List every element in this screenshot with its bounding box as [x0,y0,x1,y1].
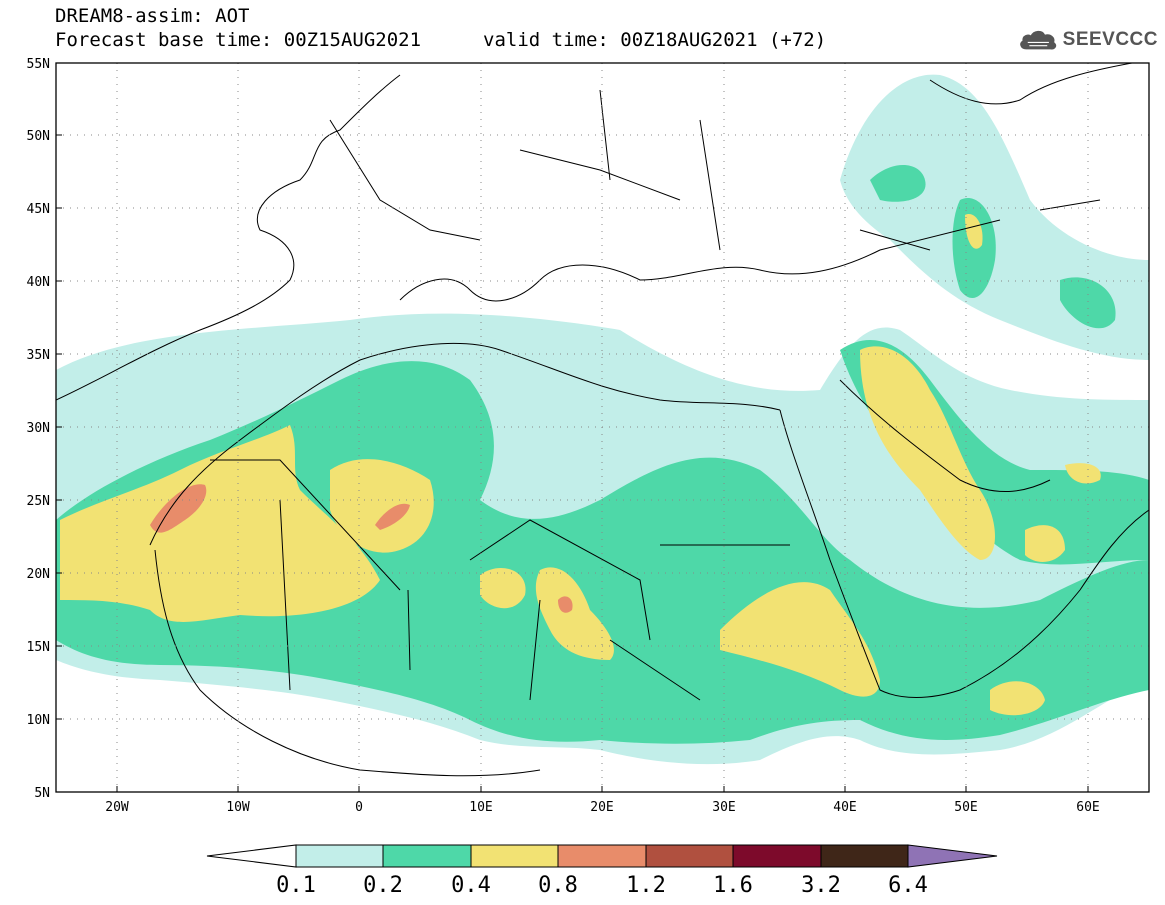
lon-label: 20E [590,800,613,815]
colorbar-label: 0.4 [451,873,491,898]
colorbar-label: 1.2 [626,873,666,898]
colorbar-label: 1.6 [713,873,753,898]
colorbar-label: 6.4 [888,873,928,898]
logo-text: SEEVCCC [1062,29,1158,50]
graticule [56,63,1149,792]
lat-label: 15N [27,640,50,655]
colorbar-segment [470,844,559,868]
lat-label: 45N [27,202,50,217]
colorbar-segment [557,844,647,868]
colorbar-low-arrow [206,844,297,868]
lon-label: 10E [469,800,492,815]
lat-label: 55N [27,57,50,72]
aot-band-0.8 [150,484,573,613]
colorbar-segment [732,844,822,868]
colorbar-label: 0.2 [363,873,403,898]
axis-ticks [56,62,1089,793]
lon-label: 20W [105,800,129,815]
lat-label: 50N [27,129,50,144]
lon-label: 30E [712,800,735,815]
colorbar-segment [820,844,909,868]
lon-label: 10W [226,800,250,815]
colorbar-segment [295,844,384,868]
valid-time: valid time: 00Z18AUG2021 (+72) [483,29,827,51]
country-borders [56,63,1149,777]
lat-label: 20N [27,567,50,582]
colorbar-segment [382,844,472,868]
colorbar-label: 3.2 [801,873,841,898]
forecast-base-time: Forecast base time: 00Z15AUG2021 [55,29,422,51]
cloud-icon [1020,30,1057,50]
colorbar-segment [645,844,734,868]
lon-label: 50E [954,800,977,815]
lon-label: 40E [833,800,856,815]
lat-label: 30N [27,421,50,436]
map-title: DREAM8-assim: AOT [55,5,250,27]
lat-label: 10N [27,713,50,728]
lat-label: 25N [27,494,50,509]
colorbar-high-arrow [907,844,998,868]
lon-label: 0 [355,800,363,815]
lat-label: 40N [27,275,50,290]
seevccc-logo: SEEVCCC [1018,24,1158,56]
lon-label: 60E [1076,800,1099,815]
lat-label: 35N [27,348,50,363]
lat-label: 5N [34,786,50,801]
colorbar [206,844,998,868]
colorbar-label: 0.8 [538,873,578,898]
colorbar-label: 0.1 [276,873,316,898]
